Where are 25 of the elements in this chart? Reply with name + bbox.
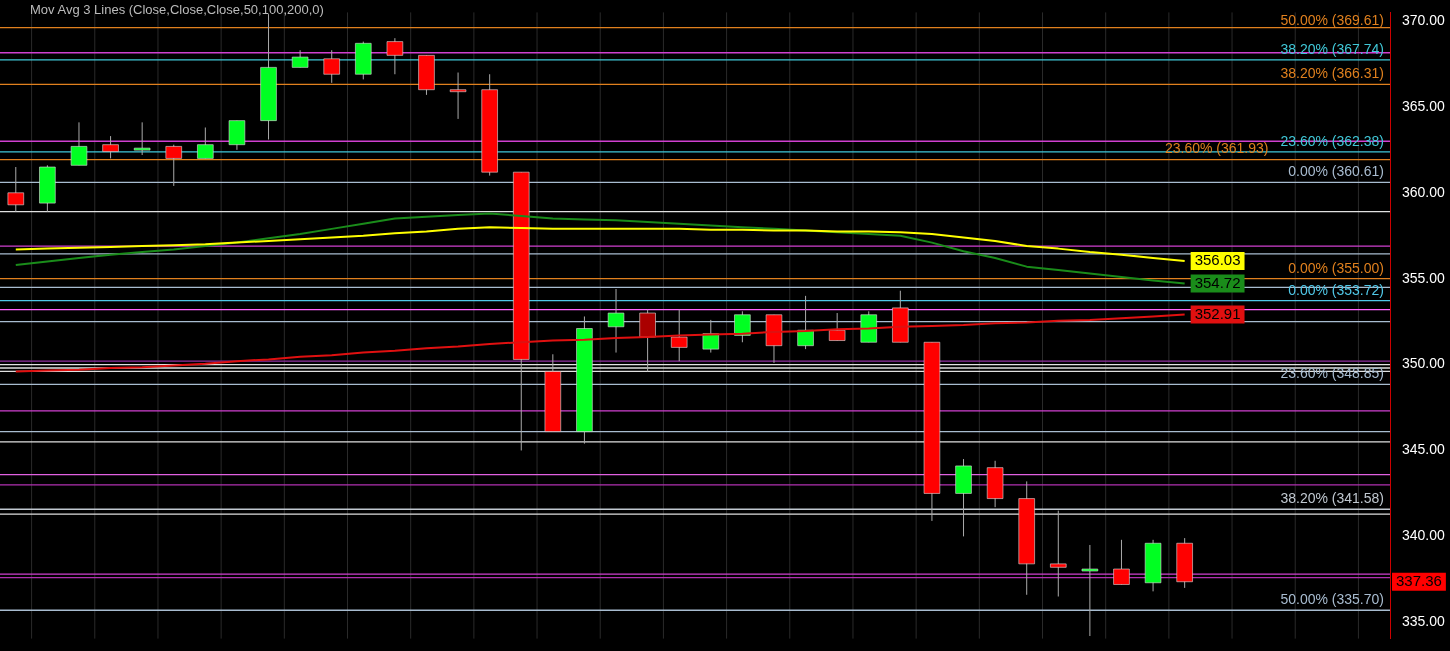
candlestick bbox=[197, 127, 214, 159]
ref-line-label: 38.20% (341.58) bbox=[1280, 490, 1384, 507]
y-tick-label: 360.00 bbox=[1402, 183, 1446, 200]
y-tick-label: 355.00 bbox=[1402, 269, 1446, 286]
y-tick-label: 340.00 bbox=[1402, 527, 1446, 544]
ref-line-label: 38.20% (366.31) bbox=[1280, 65, 1384, 82]
y-tick-label: 370.00 bbox=[1402, 11, 1446, 28]
candlestick bbox=[734, 310, 751, 343]
y-tick-label: 350.00 bbox=[1402, 355, 1446, 372]
y-tick-label: 345.00 bbox=[1402, 441, 1446, 458]
ref-line-label: 50.00% (369.61) bbox=[1280, 12, 1384, 29]
candlestick bbox=[102, 135, 119, 159]
ref-line-label: 0.00% (360.61) bbox=[1288, 163, 1384, 180]
text: 337.36 bbox=[1396, 571, 1442, 589]
candlestick bbox=[702, 319, 719, 354]
y-tick-label: 335.00 bbox=[1402, 613, 1446, 630]
candlestick bbox=[323, 49, 340, 84]
data-label: 352.91 bbox=[1194, 304, 1241, 322]
data-label: 354.72 bbox=[1194, 273, 1241, 291]
y-tick-label: 365.00 bbox=[1402, 97, 1446, 114]
data-label: 356.03 bbox=[1194, 251, 1241, 269]
ref-line-label: 0.00% (355.00) bbox=[1288, 259, 1384, 276]
candlestick bbox=[165, 144, 182, 187]
ref-line-label: 50.00% (335.70) bbox=[1280, 591, 1384, 608]
chart-title: Mov Avg 3 Lines (Close,Close,Close,50,100,200,0) bbox=[30, 2, 324, 17]
